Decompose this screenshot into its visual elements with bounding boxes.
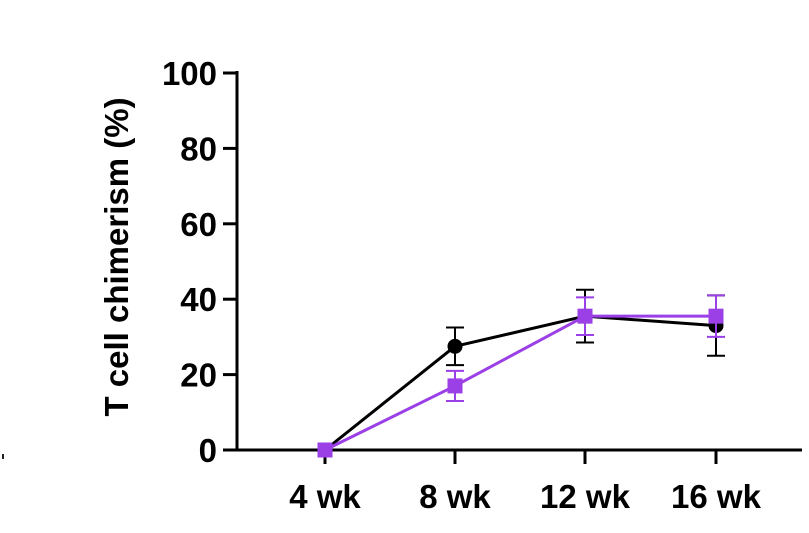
data-point xyxy=(577,308,593,324)
x-tick-label: 4 wk xyxy=(289,478,361,515)
y-ticks: 0 20 40 60 80 100 xyxy=(162,55,237,469)
chart-axes xyxy=(235,71,802,452)
x-ticks: 4 wk 8 wk 12 wk 16 wk xyxy=(289,450,762,515)
y-tick-label: 0 xyxy=(199,432,217,469)
y-tick-label: 60 xyxy=(180,206,217,243)
y-tick-label: 40 xyxy=(180,281,217,318)
x-tick-label: 16 wk xyxy=(671,478,762,515)
series-line xyxy=(324,314,717,452)
x-tick-label: 8 wk xyxy=(419,478,491,515)
series-layer xyxy=(317,288,725,458)
x-tick-label: 12 wk xyxy=(540,478,631,515)
data-point xyxy=(708,308,724,324)
y-tick-label: 20 xyxy=(180,357,217,394)
data-point xyxy=(447,338,463,354)
data-point xyxy=(317,442,333,458)
series-line xyxy=(324,314,716,452)
series-2 xyxy=(317,294,725,458)
y-tick-label: 80 xyxy=(180,130,217,167)
y-axis-title: T cell chimerism (%) xyxy=(98,97,135,416)
data-point xyxy=(447,378,463,394)
y-tick-label: 100 xyxy=(162,55,217,92)
